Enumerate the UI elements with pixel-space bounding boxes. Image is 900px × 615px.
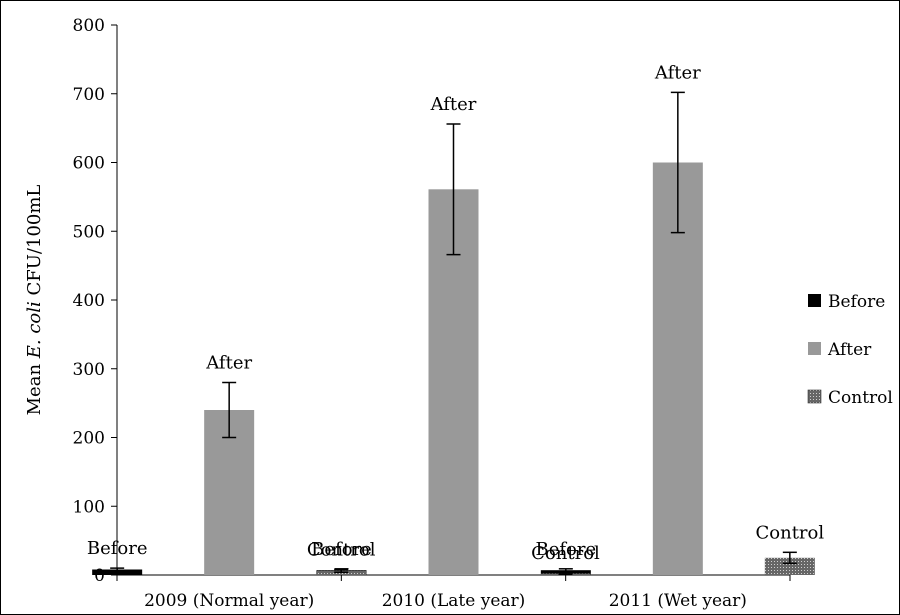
y-tick-label: 0 [94,566,105,586]
y-tick-label: 700 [73,85,105,105]
data-label-before: Before [87,538,148,559]
y-tick-label: 200 [73,429,105,449]
legend-swatch-control [807,389,822,404]
axes: 0 100 200 300 400 500 600 700 800 2009 (Normal ye… [73,16,791,611]
data-label-before: Before [311,539,372,560]
bars [92,91,815,576]
data-label-control: Control [531,543,600,564]
legend-label-after: After [827,340,872,360]
legend: Before After Control [807,292,893,408]
y-tick-label: 300 [73,360,105,380]
legend-swatch-after [808,342,821,355]
bar-labels: Before Before Before After After After Control… [87,62,825,564]
x-tick-label: 2011 (Wet year) [609,591,747,611]
bar-control [764,557,815,575]
y-tick-label: 400 [73,291,105,311]
data-label-control: Control [756,522,825,543]
data-label-control: Control [307,540,376,561]
legend-swatch-before [808,294,821,307]
data-label-after: After [205,353,252,374]
data-label-after: After [430,94,477,115]
legend-label-before: Before [828,292,885,312]
y-tick-label: 500 [73,222,105,242]
bar-before [92,569,143,575]
data-label-after: After [654,62,701,83]
y-tick-label: 800 [73,16,105,36]
y-tick-label: 100 [73,497,105,517]
y-axis-title: Mean E. coli CFU/100mL [24,185,45,416]
x-tick-label: 2009 (Normal year) [144,591,314,611]
legend-label-control: Control [828,388,893,408]
y-tick-label: 600 [73,154,105,174]
data-label-before: Before [536,539,597,560]
x-tick-label: 2010 (Late year) [382,591,526,611]
